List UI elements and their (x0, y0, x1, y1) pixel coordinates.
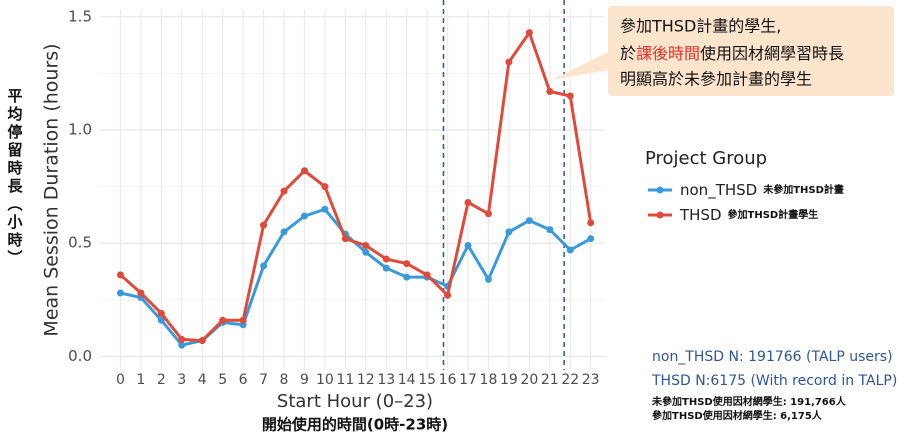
point (116, 271, 124, 279)
point (341, 235, 349, 243)
legend-label: THSD 參加THSD計畫學生 (679, 206, 818, 224)
y-tick-label: 0.5 (68, 234, 92, 252)
point (280, 228, 288, 236)
x-tick-label: 0 (116, 372, 125, 388)
x-tick-label: 3 (177, 372, 186, 388)
point (239, 316, 247, 324)
x-tick-label: 7 (259, 372, 268, 388)
legend-label: non_THSD 未參加THSD計畫 (680, 181, 844, 200)
callout-highlight: 課後時間 (636, 44, 700, 63)
point (525, 29, 533, 37)
y-tick-label: 0.0 (68, 347, 92, 365)
x-label-zh: 開始使用的時間(0時-23時) (262, 416, 448, 434)
point (546, 88, 554, 96)
legend-note: 未參加THSD計畫 (762, 183, 844, 196)
x-tick-label: 14 (398, 372, 416, 388)
point (525, 217, 533, 225)
note: THSD N:6175 (With record in TALP) (651, 373, 897, 389)
callout-line: 明顯高於未參加計畫的學生 (620, 70, 812, 89)
point (484, 210, 492, 218)
point (403, 260, 411, 268)
point (178, 335, 186, 343)
point (260, 221, 268, 229)
point (484, 275, 492, 283)
callout-text: 於 (620, 44, 636, 63)
point (566, 92, 574, 100)
x-tick-label: 11 (336, 372, 354, 388)
point (116, 289, 124, 297)
y-tick-label: 1.5 (68, 7, 92, 25)
x-tick-label: 13 (377, 372, 395, 388)
y-label: Mean Session Duration (hours) (41, 43, 63, 336)
x-tick-label: 4 (198, 372, 207, 388)
point (300, 167, 308, 175)
x-tick-label: 12 (357, 372, 375, 388)
legend-note: 參加THSD計畫學生 (728, 208, 819, 221)
x-label: Start Hour (0–23) (277, 391, 433, 412)
note-zh: 參加THSD使用因材網學生: 6,175人 (652, 409, 823, 422)
point (260, 262, 268, 270)
point (280, 187, 288, 195)
legend-swatch (656, 186, 664, 194)
point (464, 241, 472, 249)
point (505, 228, 513, 236)
x-tick-label: 21 (541, 372, 559, 388)
callout-line: 於課後時間使用因材網學習時長 (620, 44, 844, 63)
point (362, 241, 370, 249)
point (464, 198, 472, 206)
point (587, 219, 595, 227)
point (300, 212, 308, 220)
point (157, 316, 165, 324)
point (157, 309, 165, 317)
point (178, 341, 186, 349)
legend-title: Project Group (645, 148, 767, 169)
callout (552, 6, 894, 96)
note: non_THSD N: 191766 (TALP users) (652, 349, 893, 365)
x-tick-label: 10 (316, 372, 334, 388)
x-tick-label: 16 (439, 372, 457, 388)
point (321, 205, 329, 213)
x-tick-label: 6 (239, 372, 248, 388)
point (505, 58, 513, 66)
x-tick-label: 17 (459, 372, 477, 388)
x-tick-label: 20 (520, 372, 538, 388)
point (546, 226, 554, 234)
y-tick-label: 1.0 (68, 121, 92, 139)
point (198, 337, 206, 345)
y-label-zh: 平均停留時長（小時） (6, 88, 24, 268)
x-tick-label: 22 (561, 372, 579, 388)
legend-name: THSD (679, 206, 722, 224)
x-tick-label: 5 (218, 372, 227, 388)
point (403, 273, 411, 281)
plot-area (100, 10, 605, 370)
point (382, 264, 390, 272)
x-tick-label: 23 (582, 372, 600, 388)
point (219, 316, 227, 324)
point (587, 235, 595, 243)
legend-swatch (656, 211, 664, 219)
callout-line: 參加THSD計畫的學生, (620, 17, 781, 36)
x-tick-label: 2 (157, 372, 166, 388)
legend-name: non_THSD (680, 181, 757, 200)
point (362, 248, 370, 256)
point (423, 271, 431, 279)
x-tick-label: 15 (418, 372, 436, 388)
x-tick-label: 19 (500, 372, 518, 388)
x-tick-label: 18 (480, 372, 498, 388)
callout-text: 使用因材網學習時長 (700, 44, 844, 63)
point (137, 289, 145, 297)
x-tick-label: 1 (136, 372, 145, 388)
note-zh: 未參加THSD使用因材網學生: 191,766人 (651, 395, 847, 408)
point (566, 246, 574, 254)
point (321, 183, 329, 191)
x-tick-label: 8 (280, 372, 289, 388)
x-tick-label: 9 (300, 372, 309, 388)
point (444, 291, 452, 299)
point (382, 255, 390, 263)
